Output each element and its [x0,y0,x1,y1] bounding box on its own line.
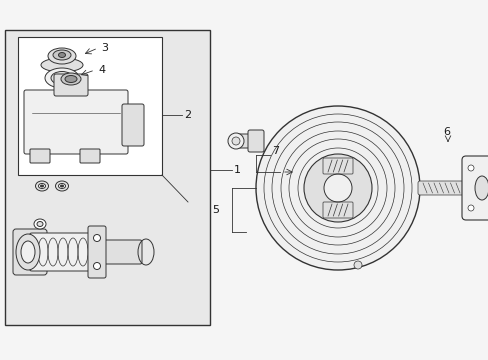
FancyBboxPatch shape [30,149,50,163]
Circle shape [227,133,244,149]
FancyBboxPatch shape [100,240,142,264]
Circle shape [353,261,361,269]
Text: 6: 6 [442,127,449,137]
FancyBboxPatch shape [29,233,105,271]
Ellipse shape [61,73,81,85]
FancyBboxPatch shape [461,156,488,220]
Ellipse shape [93,262,101,270]
Ellipse shape [59,53,65,58]
Ellipse shape [53,50,71,60]
Circle shape [256,106,419,270]
Ellipse shape [45,68,79,88]
Text: 1: 1 [234,165,241,175]
FancyBboxPatch shape [13,229,47,275]
Text: 4: 4 [98,65,105,75]
Ellipse shape [65,76,77,82]
Ellipse shape [37,221,43,226]
Ellipse shape [39,184,45,189]
Ellipse shape [55,181,68,191]
FancyBboxPatch shape [54,74,88,96]
Ellipse shape [93,234,101,242]
Circle shape [231,137,240,145]
Text: 2: 2 [183,110,191,120]
Ellipse shape [51,72,73,85]
Ellipse shape [41,185,43,187]
Circle shape [467,165,473,171]
Ellipse shape [56,75,68,81]
FancyBboxPatch shape [80,149,100,163]
FancyBboxPatch shape [247,130,264,152]
FancyBboxPatch shape [88,226,106,278]
Text: 3: 3 [101,43,108,53]
Ellipse shape [61,185,63,187]
Ellipse shape [36,181,48,191]
Ellipse shape [41,58,83,72]
Ellipse shape [16,234,40,270]
Text: 7: 7 [271,146,279,156]
FancyBboxPatch shape [122,104,143,146]
Circle shape [304,154,371,222]
Ellipse shape [34,219,46,229]
Circle shape [467,205,473,211]
FancyBboxPatch shape [417,181,463,195]
Ellipse shape [474,176,488,200]
Ellipse shape [48,48,76,64]
FancyBboxPatch shape [236,134,262,148]
Ellipse shape [59,76,65,80]
Bar [5,30,209,325]
Ellipse shape [59,184,65,189]
Bar [18,37,162,175]
Circle shape [324,174,351,202]
FancyBboxPatch shape [24,90,128,154]
Ellipse shape [21,241,35,263]
Text: 5: 5 [212,205,219,215]
